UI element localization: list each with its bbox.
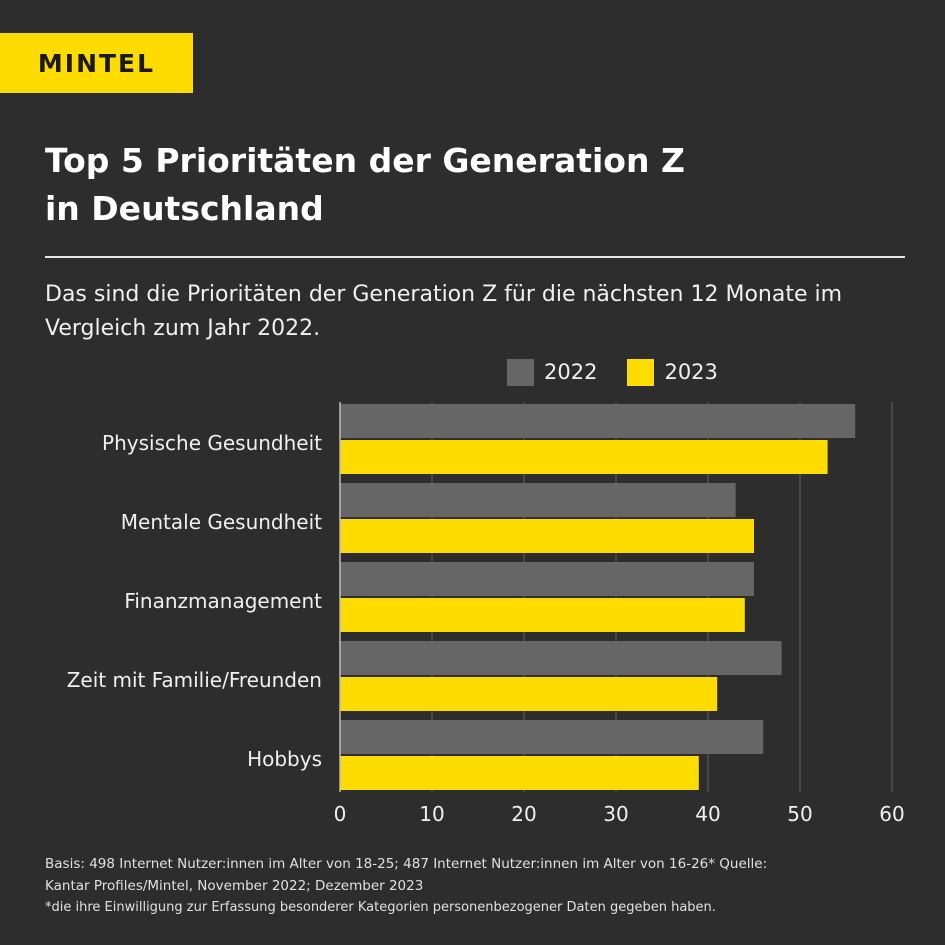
bar-finanzmanagement-2022 [340, 562, 754, 596]
logo-text: MINTEL [37, 48, 156, 78]
page-title: Top 5 Prioritäten der Generation Z in De… [45, 137, 905, 233]
footnote-line-2: Kantar Profiles/Mintel, November 2022; D… [45, 878, 424, 894]
legend-swatch-2022 [507, 358, 534, 386]
mintel-logo: MINTEL [0, 33, 193, 93]
bar-physische-gesundheit-2022 [340, 404, 856, 438]
x-tick-label-60: 60 [879, 802, 904, 826]
x-tick-label-50: 50 [787, 802, 812, 826]
title-line-1: Top 5 Prioritäten der Generation Z [45, 141, 685, 180]
bar-chart: Physische Gesundheit Mentale Gesundheit Fi… [67, 402, 905, 826]
bar-hobbys-2023 [340, 756, 699, 790]
legend-swatch-2023 [627, 358, 655, 386]
bar-zeit-mit-familie-freunden-2023 [340, 677, 718, 711]
x-tick-label-10: 10 [419, 802, 444, 826]
category-label-zeit-mit-familie-freunden: Zeit mit Familie/Freunden [67, 668, 322, 692]
category-label-hobbys: Hobbys [247, 747, 322, 771]
bar-hobbys-2022 [340, 720, 764, 754]
x-tick-label-40: 40 [695, 802, 720, 826]
legend-item-2023: 2023 [627, 358, 718, 386]
title-line-2: in Deutschland [45, 189, 324, 228]
footnote: Basis: 498 Internet Nutzer:innen im Alte… [45, 853, 915, 919]
bar-finanzmanagement-2023 [340, 598, 745, 632]
title-divider [45, 256, 905, 258]
bar-zeit-mit-familie-freunden-2022 [340, 641, 782, 675]
category-label-mentale-gesundheit: Mentale Gesundheit [121, 510, 322, 534]
category-label-physische-gesundheit: Physische Gesundheit [102, 431, 322, 455]
x-tick-label-30: 30 [603, 802, 628, 826]
legend-label-2022: 2022 [544, 360, 598, 384]
bar-physische-gesundheit-2023 [340, 440, 828, 474]
bar-mentale-gesundheit-2022 [340, 483, 736, 517]
subtitle-line-1: Das sind die Prioritäten der Generation … [45, 282, 843, 307]
legend-item-2022: 2022 [507, 358, 598, 386]
footnote-line-3: *die ihre Einwilligung zur Erfassung bes… [45, 900, 716, 915]
legend-label-2023: 2023 [664, 360, 718, 384]
footnote-line-1: Basis: 498 Internet Nutzer:innen im Alte… [45, 856, 768, 872]
x-tick-label-0: 0 [334, 802, 347, 826]
category-label-finanzmanagement: Finanzmanagement [124, 589, 322, 613]
x-tick-label-20: 20 [511, 802, 536, 826]
subtitle-line-2: Vergleich zum Jahr 2022. [45, 316, 321, 341]
bar-mentale-gesundheit-2023 [340, 519, 754, 553]
chart-legend: 2022 2023 [507, 358, 748, 386]
subtitle: Das sind die Prioritäten der Generation … [45, 278, 905, 346]
